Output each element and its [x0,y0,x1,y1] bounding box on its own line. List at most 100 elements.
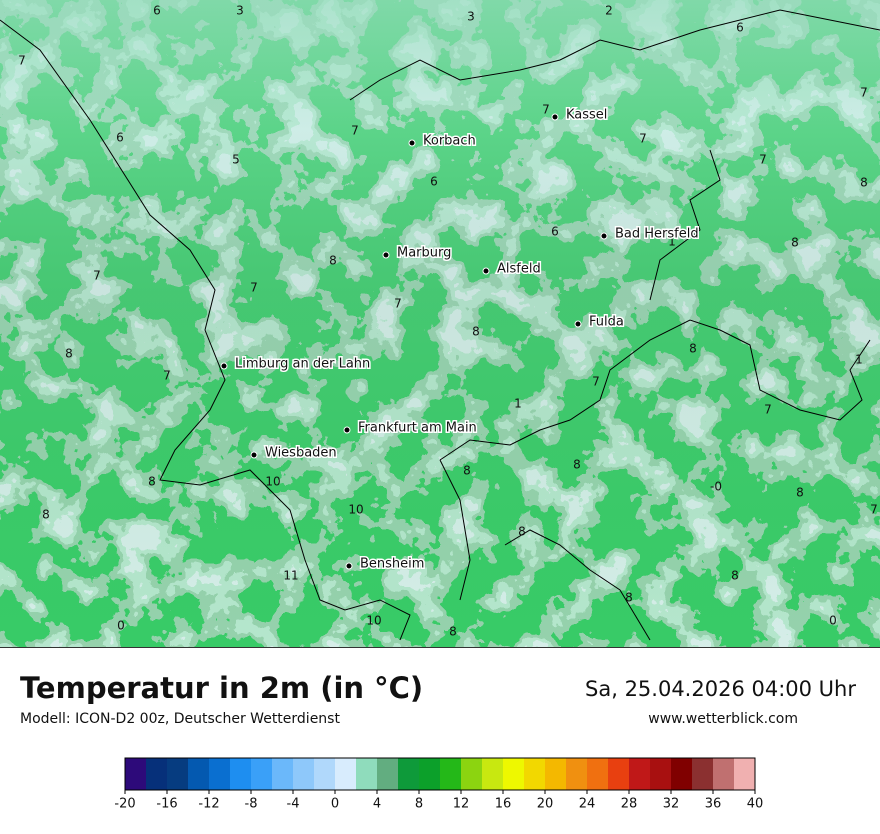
colorbar-tick-label: -12 [198,797,219,812]
colorbar-cell [608,758,630,790]
colorbar-frame [124,757,756,791]
contour-label: 8 [65,347,73,361]
colorbar-cell [356,758,378,790]
colorbar-cell [461,758,483,790]
colorbar: -20 -16 -12 -8 -4 0 4 8 12 16 20 24 28 32 36 40 [114,757,764,812]
colorbar-cell [293,758,315,790]
contour-label: 7 [759,153,767,167]
contour-label: 8 [625,591,633,605]
colorbar-tick-label: 28 [621,797,638,812]
contour-label: 7 [18,54,26,68]
colorbar-tick-label: -4 [287,797,300,812]
city-dot [600,232,608,240]
cities: Kassel Korbach Bad Hersfeld Marburg Alsfeld F… [220,106,700,573]
contour-label: -0 [710,480,722,494]
contour-label: 8 [796,486,804,500]
contour-label: 8 [329,254,337,268]
colorbar-cell [566,758,588,790]
city-label: Marburg [397,246,451,261]
city-label: Frankfurt am Main [358,421,477,436]
city-label: Wiesbaden [265,446,337,461]
contour-label: 7 [93,269,101,283]
colorbar-tick-label: 4 [373,797,381,812]
colorbar-cell [419,758,441,790]
colorbar-cell [650,758,672,790]
colorbar-tick-label: -8 [245,797,258,812]
city-label: Bad Hersfeld [615,227,699,242]
contour-label: 1 [668,235,676,249]
colorbar-cell [440,758,462,790]
borders [0,9,880,641]
contour-label: 7 [250,281,258,295]
colorbar-tick-label: 32 [663,797,680,812]
contour-label: 8 [518,525,526,539]
contour-label: 0 [117,619,125,633]
colorbar-cell [629,758,651,790]
colorbar-cell [734,758,756,790]
city-dot [551,113,559,121]
city-dot [482,267,490,275]
colorbar-cell [272,758,294,790]
colorbar-cell [671,758,693,790]
city-dot [343,426,351,434]
contour-label: 6 [153,4,161,18]
contour-label: 3 [236,4,244,18]
colorbar-cell [335,758,357,790]
colorbar-tick-label: 0 [331,797,339,812]
city-dot [220,362,228,370]
colorbar-tick-label: 40 [747,797,764,812]
city-dot [345,562,353,570]
contour-label: 7 [394,297,402,311]
colorbar-tick-label: 20 [537,797,554,812]
colorbar-cell [692,758,714,790]
website: www.wetterblick.com [648,711,798,727]
colorbar-cell [398,758,420,790]
colorbar-cell [524,758,546,790]
colorbar-cell [125,758,147,790]
contour-label: 8 [148,475,156,489]
map: 6 3 3 2 6 7 7 7 7 7 6 5 7 6 8 6 1 8 7 8 7 7 8 8 8 1 7 7 1 7 8 8 -0 8 10 8 7 8… [0,0,880,648]
colorbar-cell [188,758,210,790]
contour-label: 8 [463,464,471,478]
colorbar-cell [209,758,231,790]
contour-label: 7 [163,369,171,383]
contour-label: 1 [855,353,863,367]
contour-label: 0 [829,614,837,628]
contour-labels: 6 3 3 2 6 7 7 7 7 7 6 5 7 6 8 6 1 8 7 8 7 7 8 8 8 1 7 7 1 7 8 8 -0 8 10 8 7 8… [18,4,878,639]
contour-label: 8 [449,625,457,639]
colorbar-tick-label: 8 [415,797,423,812]
contour-label: 5 [232,153,240,167]
colorbar-cell [377,758,399,790]
contour-label: 6 [551,225,559,239]
city-dot [382,251,390,259]
contour-label: 8 [860,176,868,190]
model-info: Modell: ICON-D2 00z, Deutscher Wetterdie… [20,711,340,727]
city-label: Fulda [589,315,624,330]
colorbar-cell [146,758,168,790]
colorbar-cell [314,758,336,790]
city-dot [408,139,416,147]
contour-label: 7 [764,403,772,417]
contour-label: 7 [860,86,868,100]
colorbar-tick-label: 24 [579,797,596,812]
contour-label: 1 [514,397,522,411]
city-label: Alsfeld [497,262,541,277]
contour-label: 2 [605,4,613,18]
contour-label: 8 [472,325,480,339]
colorbar-tick-label: -20 [114,797,135,812]
colorbar-tick-label: 12 [453,797,470,812]
contour-label: 6 [736,21,744,35]
contour-label: 8 [731,569,739,583]
contour-label: 7 [870,503,878,517]
colorbar-tick-label: -16 [156,797,177,812]
contour-label: 3 [467,10,475,24]
colorbar-cell [230,758,252,790]
contour-label: 7 [542,103,550,117]
colorbar-cell [482,758,504,790]
contour-label: 7 [351,124,359,138]
city-dot [250,451,258,459]
contour-label: 7 [592,375,600,389]
contour-label: 6 [116,131,124,145]
city-label: Limburg an der Lahn [235,357,370,372]
